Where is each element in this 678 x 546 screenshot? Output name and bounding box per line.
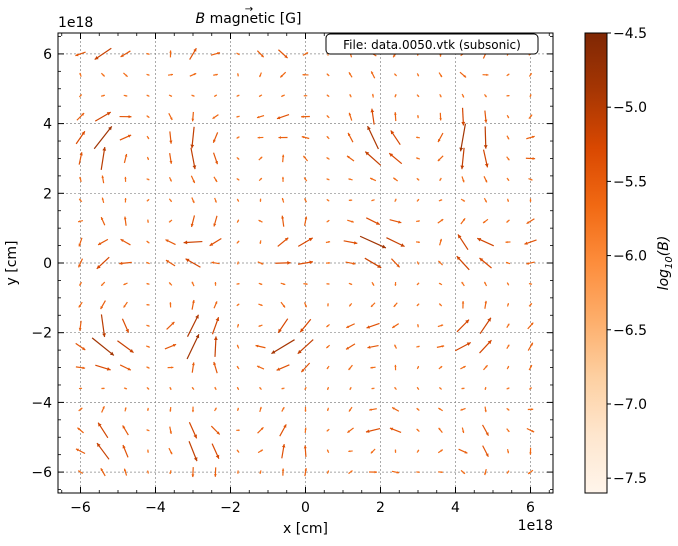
y-tick-label: −2 [31, 326, 52, 342]
colorbar-tick-label: −7.5 [613, 471, 647, 487]
x-tick-label: −6 [70, 500, 91, 516]
colorbar-tick-label: −6.5 [613, 323, 647, 339]
colorbar-tick-label: −5.0 [613, 100, 647, 116]
colorbar [585, 33, 607, 493]
y-offset-text: 1e18 [58, 15, 93, 31]
title-rest: magnetic [G] [205, 11, 301, 27]
y-tick-label: 2 [43, 186, 52, 202]
x-tick-label: 4 [451, 500, 460, 516]
y-tick-label: 4 [43, 117, 52, 133]
x-axis-label: x [cm] [283, 521, 328, 537]
x-tick-label: −4 [145, 500, 166, 516]
colorbar-tick-label: −7.0 [613, 397, 647, 413]
y-tick-label: −4 [31, 395, 52, 411]
colorbar-tick-label: −5.5 [613, 174, 647, 190]
x-offset-text: 1e18 [518, 518, 553, 534]
x-tick-label: 2 [376, 500, 385, 516]
colorbar-label-sub: 10 [664, 256, 675, 269]
x-tick-label: 0 [301, 500, 310, 516]
file-annotation: File: data.0050.vtk (subsonic) [343, 38, 521, 52]
colorbar-tick-label: −6.0 [613, 249, 647, 265]
y-tick-label: 6 [43, 47, 52, 63]
x-tick-label: −2 [220, 500, 241, 516]
colorbar-label-base: log [656, 269, 672, 290]
colorbar-ticks: −4.5 −5.0 −5.5 −6.0 −6.5 −7.0 −7.5 [607, 26, 647, 487]
title-symbol: B [196, 11, 206, 27]
y-tick-label: −6 [31, 465, 52, 481]
chart-title: →B magnetic [G] [196, 4, 302, 27]
colorbar-label: log10(B) [656, 236, 675, 291]
y-axis-label: y [cm] [4, 241, 20, 286]
colorbar-tick-label: −4.5 [613, 26, 647, 42]
colorbar-label-arg: (B) [656, 236, 672, 257]
y-tick-label: 0 [43, 256, 52, 272]
x-tick-label: 6 [526, 500, 535, 516]
